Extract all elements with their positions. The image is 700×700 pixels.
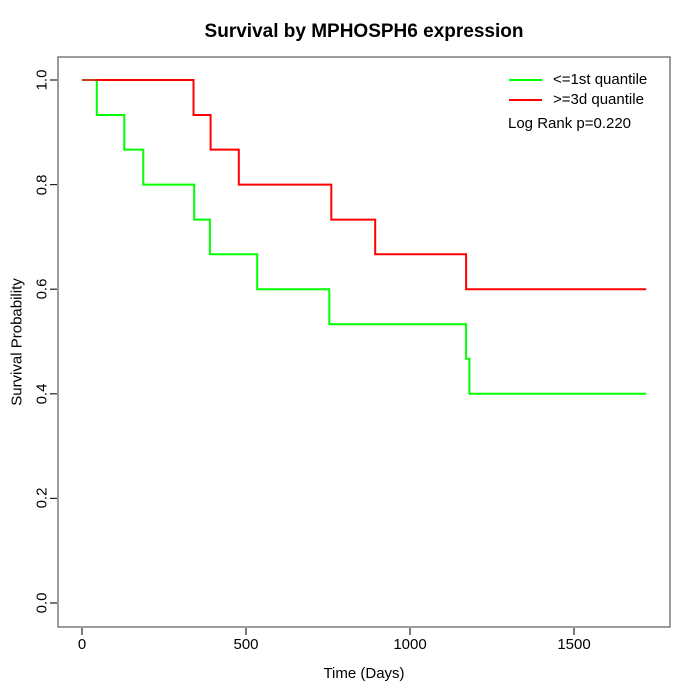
- legend-label-3d-quantile: >=3d quantile: [553, 91, 644, 108]
- km-curves: [82, 79, 647, 395]
- y-tick-label-0.6: 0.6: [33, 278, 51, 300]
- y-tick-label-0.8: 0.8: [33, 174, 51, 196]
- y-tick-label-0.0: 0.0: [33, 592, 51, 614]
- plot-box: [57, 56, 671, 628]
- x-tick-label-1000: 1000: [393, 636, 427, 653]
- x-tick-label-1500: 1500: [557, 636, 591, 653]
- km-curve-1: [82, 79, 647, 395]
- y-tick-label-1.0: 1.0: [33, 69, 51, 91]
- y-tick-label-0.4: 0.4: [33, 383, 51, 405]
- axis-tick-marks: [50, 79, 575, 635]
- log-rank-annotation: Log Rank p=0.220: [508, 115, 632, 132]
- y-axis-title: Survival Probability: [8, 278, 26, 406]
- legend-line-1st-quantile: [509, 79, 542, 81]
- x-axis-title: Time (Days): [323, 665, 405, 682]
- chart-title: Survival by MPHOSPH6 expression: [204, 21, 524, 42]
- x-tick-label-500: 500: [233, 636, 259, 653]
- x-tick-label-0: 0: [77, 636, 87, 653]
- y-tick-label-0.2: 0.2: [33, 487, 51, 509]
- legend-line-3d-quantile: [509, 99, 542, 101]
- legend-label-1st-quantile: <=1st quantile: [553, 71, 648, 88]
- km-curve-2: [82, 79, 647, 291]
